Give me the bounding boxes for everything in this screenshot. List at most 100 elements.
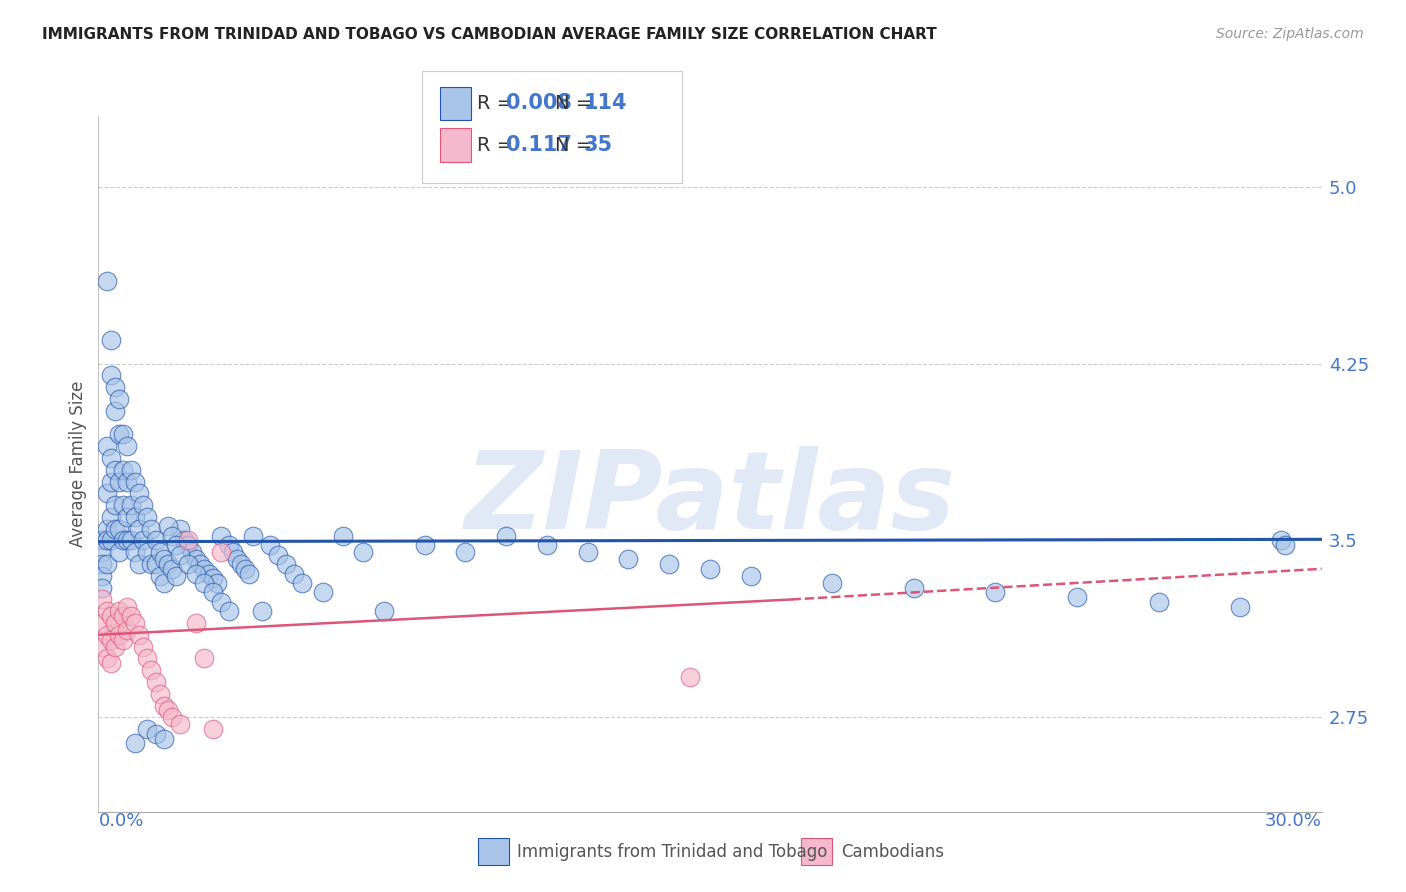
Point (177, 533, 200, 548)
Point (96, 274, 118, 288)
Point (115, 475, 138, 489)
Point (115, 599, 138, 614)
Point (152, 698, 174, 713)
Point (108, 427, 131, 442)
Point (1274, 538, 1296, 552)
Point (141, 663, 163, 677)
Text: 30.0%: 30.0% (1265, 812, 1322, 830)
Point (1147, 595, 1170, 609)
Point (259, 538, 281, 552)
Point (111, 609, 134, 624)
Point (222, 545, 245, 559)
Point (96, 651, 118, 665)
Point (1229, 599, 1251, 614)
Point (149, 545, 172, 559)
Point (156, 519, 179, 533)
Point (454, 545, 477, 559)
Point (136, 545, 159, 559)
Point (104, 380, 127, 394)
Point (201, 722, 224, 736)
Point (124, 615, 146, 630)
Point (291, 576, 314, 591)
Point (128, 522, 150, 536)
Point (100, 609, 122, 624)
Point (495, 529, 517, 543)
Point (115, 533, 138, 548)
Point (699, 562, 721, 576)
Point (128, 628, 150, 642)
Y-axis label: Average Family Size: Average Family Size (69, 381, 87, 547)
Point (96, 486, 118, 500)
Point (91, 592, 114, 607)
Point (156, 703, 179, 717)
Point (115, 439, 138, 453)
Point (413, 538, 436, 552)
Point (209, 529, 232, 543)
Point (91, 557, 114, 571)
Point (242, 529, 264, 543)
Point (111, 632, 134, 647)
Point (233, 562, 256, 576)
Text: 0.008: 0.008 (506, 94, 572, 113)
Point (132, 640, 155, 654)
Point (91, 615, 114, 630)
Text: 35: 35 (583, 136, 613, 155)
Point (100, 450, 122, 465)
Point (115, 509, 138, 524)
Point (274, 557, 297, 571)
Point (136, 722, 159, 736)
Point (120, 609, 142, 624)
Point (149, 687, 172, 701)
Point (96, 522, 118, 536)
Point (160, 529, 183, 543)
Point (124, 545, 146, 559)
Text: Cambodians: Cambodians (841, 843, 943, 861)
Point (96, 533, 118, 548)
Point (267, 548, 290, 562)
Point (96, 604, 118, 618)
Point (186, 615, 208, 630)
Point (111, 463, 134, 477)
Point (197, 566, 219, 581)
Point (132, 498, 155, 512)
Point (160, 562, 183, 576)
Text: R =: R = (477, 136, 519, 155)
Point (145, 557, 167, 571)
Text: N =: N = (555, 94, 599, 113)
Text: 0.0%: 0.0% (98, 812, 143, 830)
Point (145, 533, 167, 548)
Point (984, 585, 1007, 599)
Point (108, 475, 131, 489)
Point (169, 548, 191, 562)
Point (201, 585, 224, 599)
Point (169, 717, 191, 731)
Point (238, 566, 260, 581)
Point (209, 545, 232, 559)
Point (132, 533, 155, 548)
Point (108, 392, 131, 406)
Text: 0.117: 0.117 (506, 136, 572, 155)
Point (96, 557, 118, 571)
Point (100, 632, 122, 647)
Point (177, 557, 200, 571)
Point (96, 439, 118, 453)
Point (100, 656, 122, 670)
Point (100, 509, 122, 524)
Point (1066, 590, 1088, 604)
Point (205, 576, 228, 591)
Point (108, 545, 131, 559)
Point (201, 571, 224, 585)
Point (145, 727, 167, 741)
Point (120, 498, 142, 512)
Point (108, 522, 131, 536)
Text: 114: 114 (583, 94, 627, 113)
Point (226, 552, 249, 566)
Point (124, 736, 146, 750)
Point (193, 576, 215, 591)
Point (91, 569, 114, 583)
Point (108, 604, 131, 618)
Point (177, 538, 200, 552)
Point (152, 576, 174, 591)
Point (173, 533, 195, 548)
Point (91, 545, 114, 559)
